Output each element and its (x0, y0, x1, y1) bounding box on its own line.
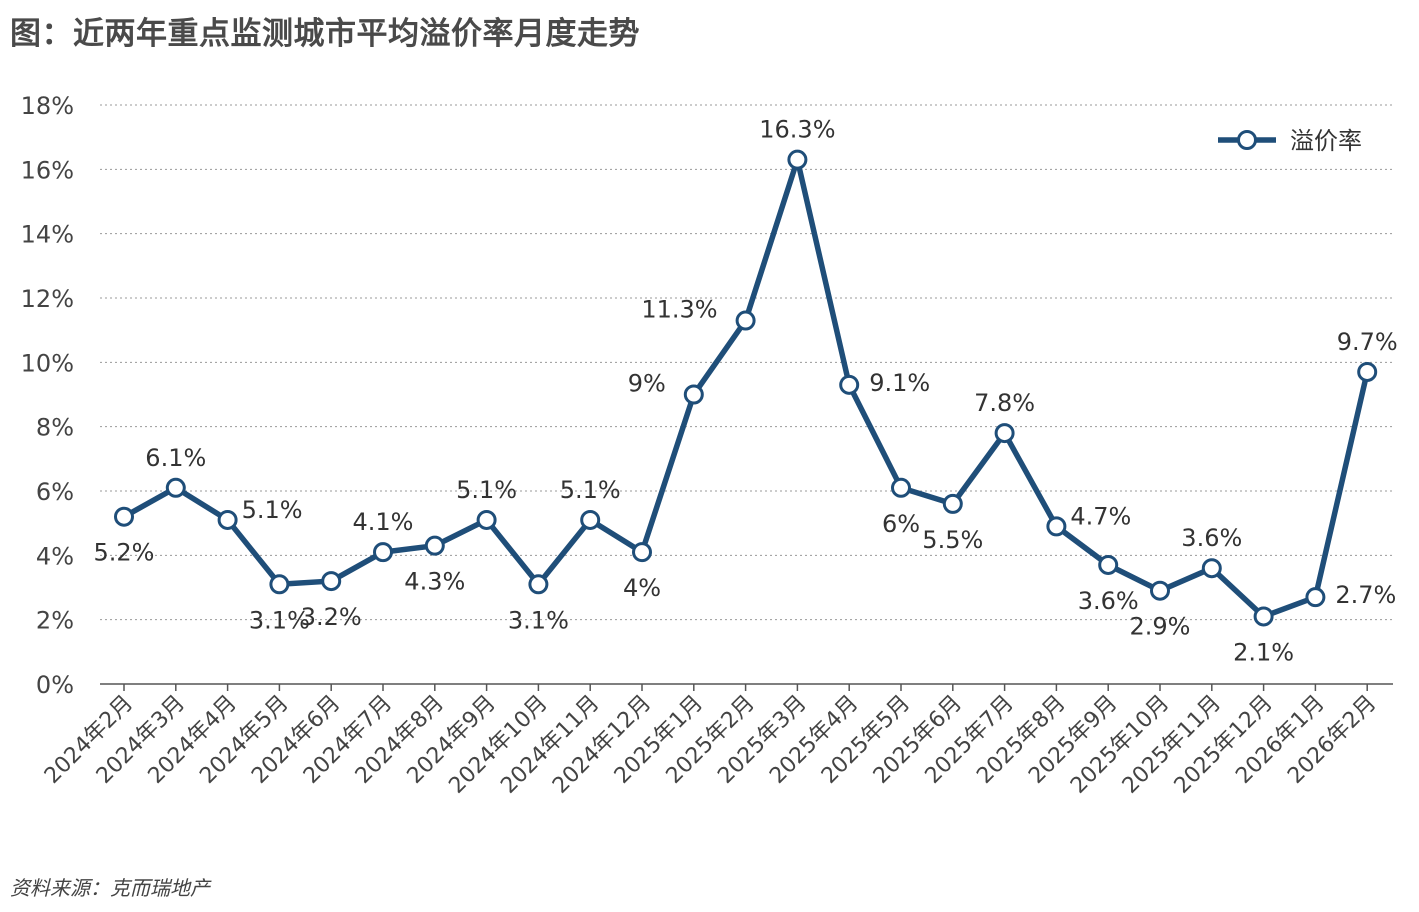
data-label: 11.3% (641, 296, 717, 324)
data-point (1357, 361, 1378, 382)
data-label: 5.1% (456, 476, 517, 504)
data-point (787, 149, 808, 170)
data-labels: 5.2%6.1%5.1%3.1%3.2%4.1%4.3%5.1%3.1%5.1%… (94, 116, 1398, 667)
data-label: 5.1% (242, 496, 303, 524)
data-point (1201, 558, 1222, 579)
data-markers (114, 149, 1378, 627)
y-tick-label: 14% (21, 221, 74, 249)
data-point (1150, 580, 1170, 601)
data-point (1046, 516, 1067, 537)
y-tick-label: 16% (21, 156, 74, 184)
data-point (528, 574, 549, 595)
data-label: 6.1% (145, 444, 206, 472)
data-point (735, 310, 756, 331)
data-label: 5.2% (94, 539, 155, 567)
data-point (165, 477, 186, 498)
data-point (114, 506, 134, 527)
data-label: 2.9% (1130, 613, 1191, 641)
data-label: 3.1% (249, 606, 310, 634)
y-tick-label: 0% (36, 671, 74, 699)
data-label: 9.7% (1337, 328, 1398, 356)
data-label: 4% (623, 574, 661, 602)
y-tick-label: 12% (21, 285, 74, 313)
data-point (632, 542, 652, 563)
gridlines (100, 104, 1393, 621)
data-label: 3.2% (301, 603, 362, 631)
data-label: 3.6% (1078, 587, 1139, 615)
legend-label: 溢价率 (1290, 127, 1362, 155)
data-point (942, 493, 963, 514)
chart-title: 图：近两年重点监测城市平均溢价率月度走势 (10, 16, 640, 52)
data-point (269, 574, 290, 595)
data-label: 2.7% (1335, 581, 1396, 609)
data-label: 3.1% (508, 606, 569, 634)
data-point (1098, 554, 1119, 575)
y-tick-label: 8% (36, 414, 74, 442)
y-tick-label: 18% (21, 92, 74, 120)
data-label: 4.7% (1070, 502, 1131, 530)
data-point (476, 509, 497, 530)
data-label: 2.1% (1233, 638, 1294, 666)
data-label: 5.5% (922, 526, 983, 554)
source-note: 资料来源：克而瑞地产 (10, 876, 210, 900)
data-label: 9.1% (869, 369, 930, 397)
data-label: 5.1% (560, 476, 621, 504)
y-tick-label: 4% (36, 542, 74, 570)
axes: 0%2%4%6%8%10%12%14%16%18%2024年2月2024年3月2… (21, 92, 1393, 799)
data-point (994, 423, 1015, 444)
y-tick-label: 10% (21, 349, 74, 377)
data-point (424, 535, 445, 556)
data-point (683, 384, 704, 405)
data-point (839, 374, 860, 395)
data-point (373, 542, 393, 563)
data-label: 4.3% (404, 568, 465, 596)
data-point (891, 477, 911, 498)
data-point (321, 571, 342, 592)
data-label: 9% (628, 370, 666, 398)
data-label: 16.3% (759, 116, 835, 144)
data-label: 7.8% (974, 389, 1035, 417)
data-point (1253, 606, 1274, 627)
data-label: 6% (882, 510, 920, 538)
data-point (580, 509, 601, 530)
legend: 溢价率 (1218, 127, 1362, 155)
data-label: 4.1% (353, 508, 414, 536)
data-point (217, 509, 238, 530)
y-tick-label: 6% (36, 478, 74, 506)
data-point (1305, 587, 1326, 608)
data-label: 3.6% (1181, 524, 1242, 552)
y-tick-label: 2% (36, 607, 74, 635)
legend-marker-icon (1237, 130, 1257, 150)
